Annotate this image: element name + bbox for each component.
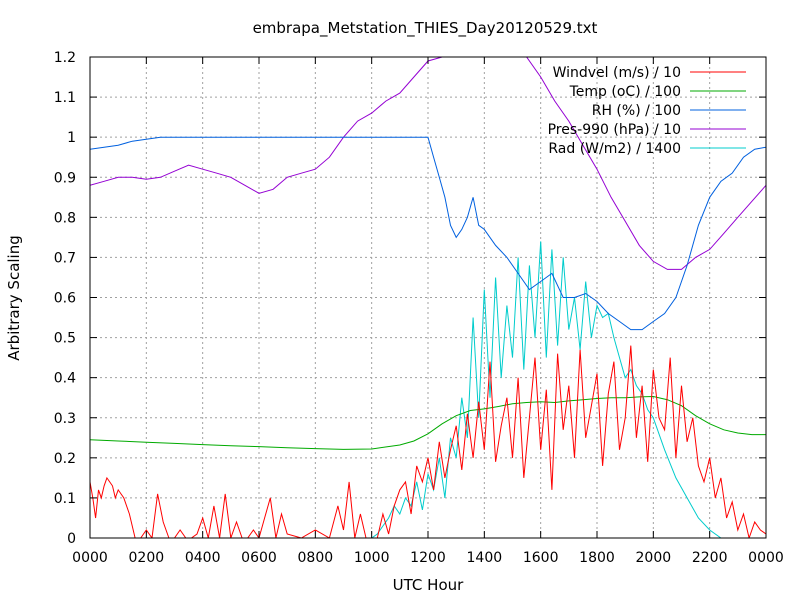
y-tick-label: 0 [67, 531, 76, 547]
x-axis-label: UTC Hour [393, 576, 464, 594]
x-tick-label: 1400 [467, 550, 503, 566]
x-tick-label: 0400 [185, 550, 221, 566]
legend-label: Pres-990 (hPa) / 10 [548, 122, 681, 138]
x-tick-label: 2000 [636, 550, 672, 566]
y-axis-label: Arbitrary Scaling [5, 235, 23, 361]
series-line-4 [90, 241, 766, 538]
legend-label: Temp (oC) / 100 [569, 84, 681, 100]
x-tick-label: 0600 [241, 550, 277, 566]
x-tick-label: 0800 [298, 550, 334, 566]
axis-ticks: 0 0.1 0.2 0.3 0.4 0.5 0.6 0.7 0.8 0.9 1 1.1 1.2 0000 0… [54, 50, 784, 566]
x-tick-label: 2200 [692, 550, 728, 566]
y-tick-label: 1.1 [54, 90, 76, 106]
x-tick-label: 1600 [523, 550, 559, 566]
y-tick-label: 0.3 [54, 411, 76, 427]
y-tick-label: 0.5 [54, 331, 76, 347]
y-tick-label: 1 [67, 130, 76, 146]
y-tick-label: 0.2 [54, 451, 76, 467]
legend-label: RH (%) / 100 [592, 103, 681, 119]
x-tick-label: 1200 [410, 550, 446, 566]
y-tick-label: 0.9 [54, 170, 76, 186]
y-tick-label: 1.2 [54, 50, 76, 66]
y-tick-label: 0.6 [54, 291, 76, 307]
y-tick-label: 0.8 [54, 210, 76, 226]
y-tick-label: 0.7 [54, 250, 76, 266]
series-line-0 [90, 345, 766, 538]
legend-label: Windvel (m/s) / 10 [553, 65, 681, 81]
x-tick-label: 1000 [354, 550, 390, 566]
y-tick-label: 0.1 [54, 491, 76, 507]
x-tick-label: 0000 [748, 550, 784, 566]
x-tick-label: 0000 [72, 550, 108, 566]
legend: Windvel (m/s) / 10 Temp (oC) / 100 RH (%) … [548, 65, 746, 157]
y-tick-label: 0.4 [54, 371, 76, 387]
x-tick-label: 1800 [579, 550, 615, 566]
chart-title: embrapa_Metstation_THIES_Day20120529.txt [253, 19, 598, 38]
legend-label: Rad (W/m2) / 1400 [548, 141, 681, 157]
series-line-2 [90, 136, 766, 331]
x-tick-label: 0200 [129, 550, 165, 566]
